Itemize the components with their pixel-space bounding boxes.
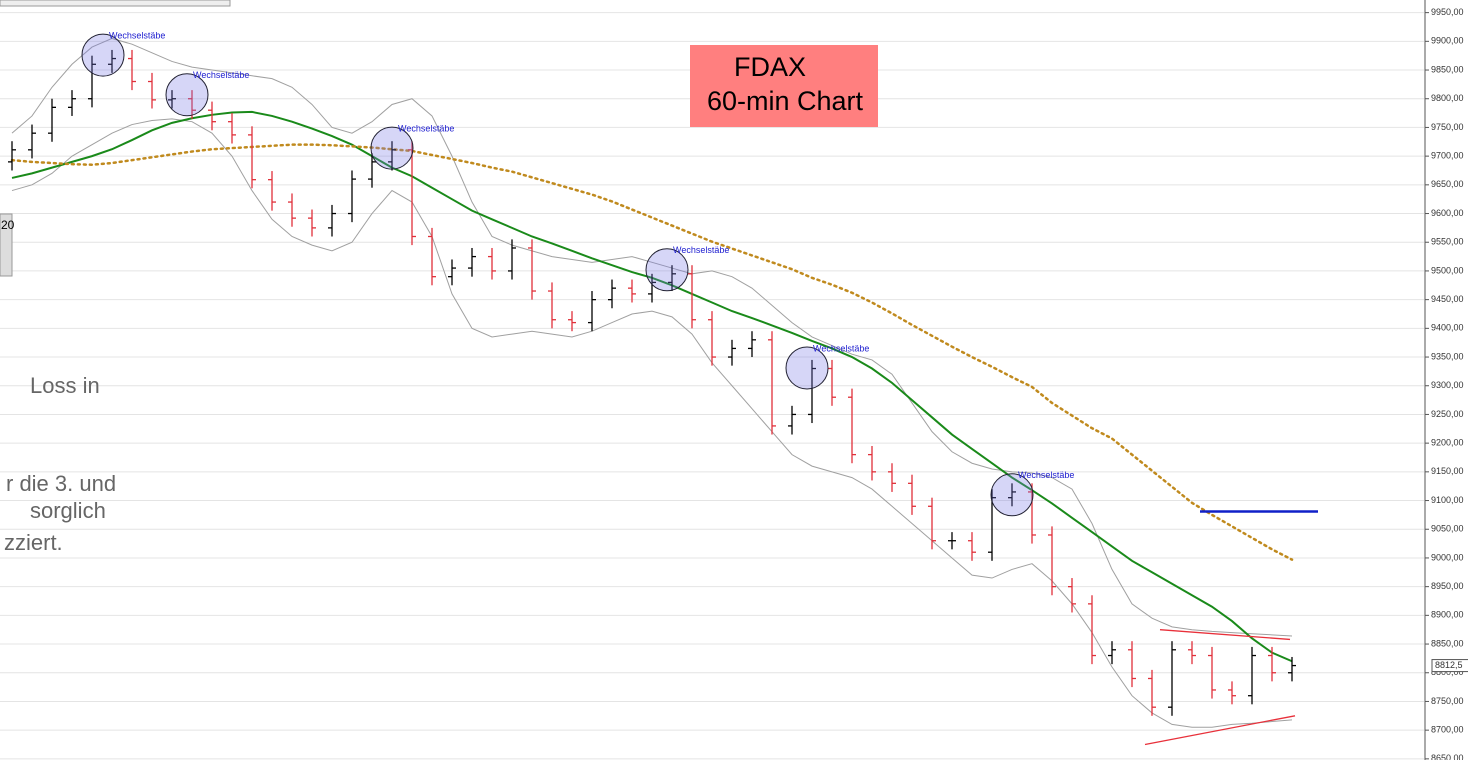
y-tick-label: 9800,00 <box>1431 93 1464 103</box>
annotation-circle <box>645 248 689 292</box>
annotation-label: Wechselstäbe <box>398 123 454 133</box>
y-tick-label: 9250,00 <box>1431 409 1464 419</box>
y-tick-label: 8800,00 <box>1431 667 1464 677</box>
y-tick-label: 9500,00 <box>1431 265 1464 275</box>
chart-title: 60-min Chart <box>707 86 864 116</box>
y-tick-label: 8650,00 <box>1431 753 1464 760</box>
annotation-circle <box>990 473 1034 517</box>
y-tick-label: 8700,00 <box>1431 725 1464 735</box>
last-price-box <box>1431 659 1468 673</box>
overlay-window: 20 Loss in r die 3. und sorglich zziert. <box>0 0 231 555</box>
y-tick-label: 9300,00 <box>1431 380 1464 390</box>
annotation-label: Wechselstäbe <box>813 343 869 353</box>
y-tick-label: 8900,00 <box>1431 610 1464 620</box>
y-tick-label: 8950,00 <box>1431 581 1464 591</box>
overlay-text: sorglich <box>30 498 106 523</box>
indicator-line <box>11 37 1293 637</box>
y-tick-label: 9350,00 <box>1431 351 1464 361</box>
annotation-circle <box>81 33 125 77</box>
y-tick-label: 9150,00 <box>1431 466 1464 476</box>
title-box: FDAX 60-min Chart <box>690 45 878 127</box>
overlay-text: Loss in <box>30 373 100 398</box>
y-tick-label: 9050,00 <box>1431 524 1464 534</box>
y-tick-label: 9200,00 <box>1431 438 1464 448</box>
annotation-label: Wechselstäbe <box>1018 470 1074 480</box>
y-tick-label: 9950,00 <box>1431 7 1464 17</box>
y-tick-label: 9850,00 <box>1431 64 1464 74</box>
y-tick-label: 9600,00 <box>1431 208 1464 218</box>
y-tick-label: 9100,00 <box>1431 495 1464 505</box>
trend-line <box>1144 715 1296 746</box>
annotation-label: Wechselstäbe <box>193 70 249 80</box>
overlay-text: zziert. <box>4 530 63 555</box>
y-tick-label: 9750,00 <box>1431 122 1464 132</box>
indicator-line <box>11 118 1293 728</box>
y-tick-label: 8850,00 <box>1431 638 1464 648</box>
y-tick-label: 9900,00 <box>1431 36 1464 46</box>
y-tick-label: 9700,00 <box>1431 151 1464 161</box>
annotation-circle <box>165 73 209 117</box>
annotation-label: Wechselstäbe <box>673 245 729 255</box>
overlay-text: r die 3. und <box>6 471 116 496</box>
annotation-circle <box>370 126 414 170</box>
trend-line <box>1159 629 1291 641</box>
y-tick-label: 9650,00 <box>1431 179 1464 189</box>
y-tick-label: 8750,00 <box>1431 696 1464 706</box>
annotation-circle <box>785 346 829 390</box>
annotation-label: Wechselstäbe <box>109 30 165 40</box>
y-tick-label: 9450,00 <box>1431 294 1464 304</box>
indicator-line <box>10 143 1294 561</box>
overlay-text: 20 <box>1 218 15 232</box>
chart-title: FDAX <box>734 52 806 82</box>
y-tick-label: 9400,00 <box>1431 323 1464 333</box>
last-price-label: 8812,5 <box>1435 660 1463 670</box>
y-tick-label: 9550,00 <box>1431 237 1464 247</box>
y-tick-label: 9000,00 <box>1431 552 1464 562</box>
